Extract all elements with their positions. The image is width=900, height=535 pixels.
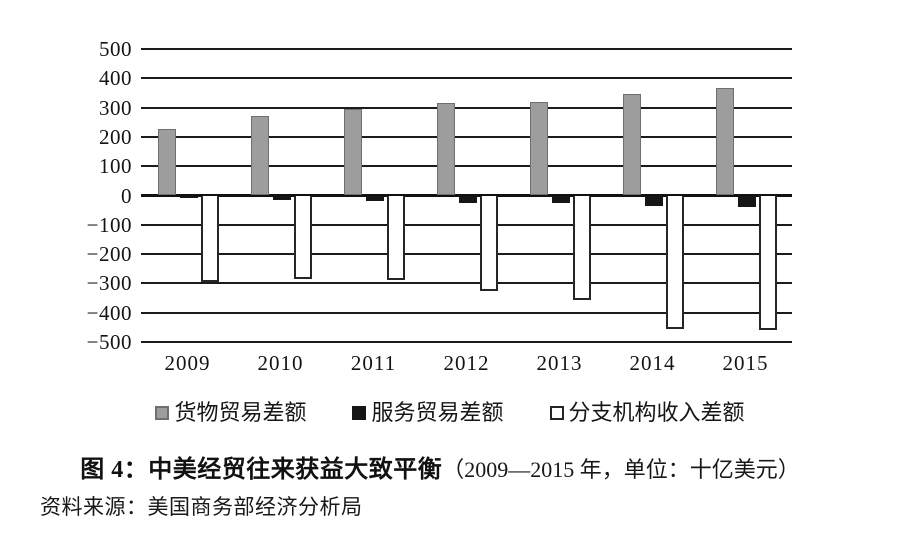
y-axis-tick-label: 400 [99,66,132,91]
y-axis-tick-label: 0 [121,183,132,208]
bar-services-trade-balance-2012 [458,195,477,203]
x-axis-tick-label: 2014 [629,351,676,375]
legend-label-branch-income-balance: 分支机构收入差额 [568,400,745,425]
legend-swatch-branch-income-balance [549,406,564,420]
x-axis-tick-label: 2015 [722,351,769,375]
plot-area: 2009 2010 2011 2012 2013 2014 2015 [141,48,792,375]
gridline [141,282,792,285]
bar-branch-income-balance-2011 [387,195,405,281]
bar-goods-trade-balance-2013 [530,102,548,196]
gridline [141,48,792,50]
legend: 货物贸易差额 服务贸易差额 分支机构收入差额 [0,398,900,428]
legend-item-services-trade-balance: 服务贸易差额 [352,398,504,428]
bar-services-trade-balance-2011 [365,195,384,202]
bar-branch-income-balance-2013 [573,195,591,300]
x-axis-tick-label: 2011 [350,351,397,375]
legend-item-goods-trade-balance: 货物贸易差额 [155,398,306,428]
bar-services-trade-balance-2015 [737,195,756,208]
bar-goods-trade-balance-2009 [158,128,176,196]
bar-services-trade-balance-2013 [551,195,570,204]
legend-swatch-services-trade-balance [352,406,367,420]
gridline [141,106,792,109]
y-axis-tick-label: −300 [86,271,132,296]
bar-goods-trade-balance-2014 [623,94,641,196]
x-axis-tick-label: 2010 [257,351,304,375]
legend-item-branch-income-balance: 分支机构收入差额 [549,398,745,428]
y-axis-tick-label: −500 [86,330,132,354]
figure-title-main: 图 4：中美经贸往来获益大致平衡 [80,457,443,483]
gridline [141,253,792,256]
legend-label-services-trade-balance: 服务贸易差额 [371,400,504,425]
y-axis-tick-label: −200 [86,242,132,267]
gridline [141,341,792,343]
x-axis-tick-label: 2012 [443,351,490,375]
gridline [141,77,792,80]
bar-services-trade-balance-2014 [644,195,663,206]
x-axis-tick-label: 2009 [164,351,211,375]
bar-goods-trade-balance-2015 [716,87,734,196]
y-axis-tick-label: 100 [99,154,132,179]
figure-title-suffix: （2009—2015 年，单位：十亿美元） [442,457,800,482]
bar-goods-trade-balance-2011 [344,109,362,196]
gridline [141,135,792,138]
bar-services-trade-balance-2010 [272,195,291,200]
bar-branch-income-balance-2012 [480,195,498,291]
y-axis-tick-label: 500 [99,37,132,61]
x-axis-tick-label: 2013 [536,351,583,375]
bar-branch-income-balance-2009 [201,195,219,282]
gridline [141,165,792,168]
y-axis-tick-label: −400 [86,300,132,325]
gridline [141,223,792,226]
bar-branch-income-balance-2014 [666,195,684,329]
source-note: 资料来源：美国商务部经济分析局 [40,495,363,519]
bar-goods-trade-balance-2012 [437,103,455,196]
bar-branch-income-balance-2010 [294,195,312,279]
y-axis-tick-label: 200 [99,124,132,149]
y-axis-tick-label: 300 [99,95,132,120]
y-axis-tick-label: −100 [86,212,132,237]
legend-swatch-goods-trade-balance [155,406,170,420]
bar-branch-income-balance-2015 [759,195,777,331]
bar-goods-trade-balance-2010 [251,115,269,196]
figure-title: 图 4：中美经贸往来获益大致平衡（2009—2015 年，单位：十亿美元） [0,449,880,484]
gridline [141,311,792,314]
legend-label-goods-trade-balance: 货物贸易差额 [174,400,307,425]
bar-services-trade-balance-2009 [179,195,198,199]
